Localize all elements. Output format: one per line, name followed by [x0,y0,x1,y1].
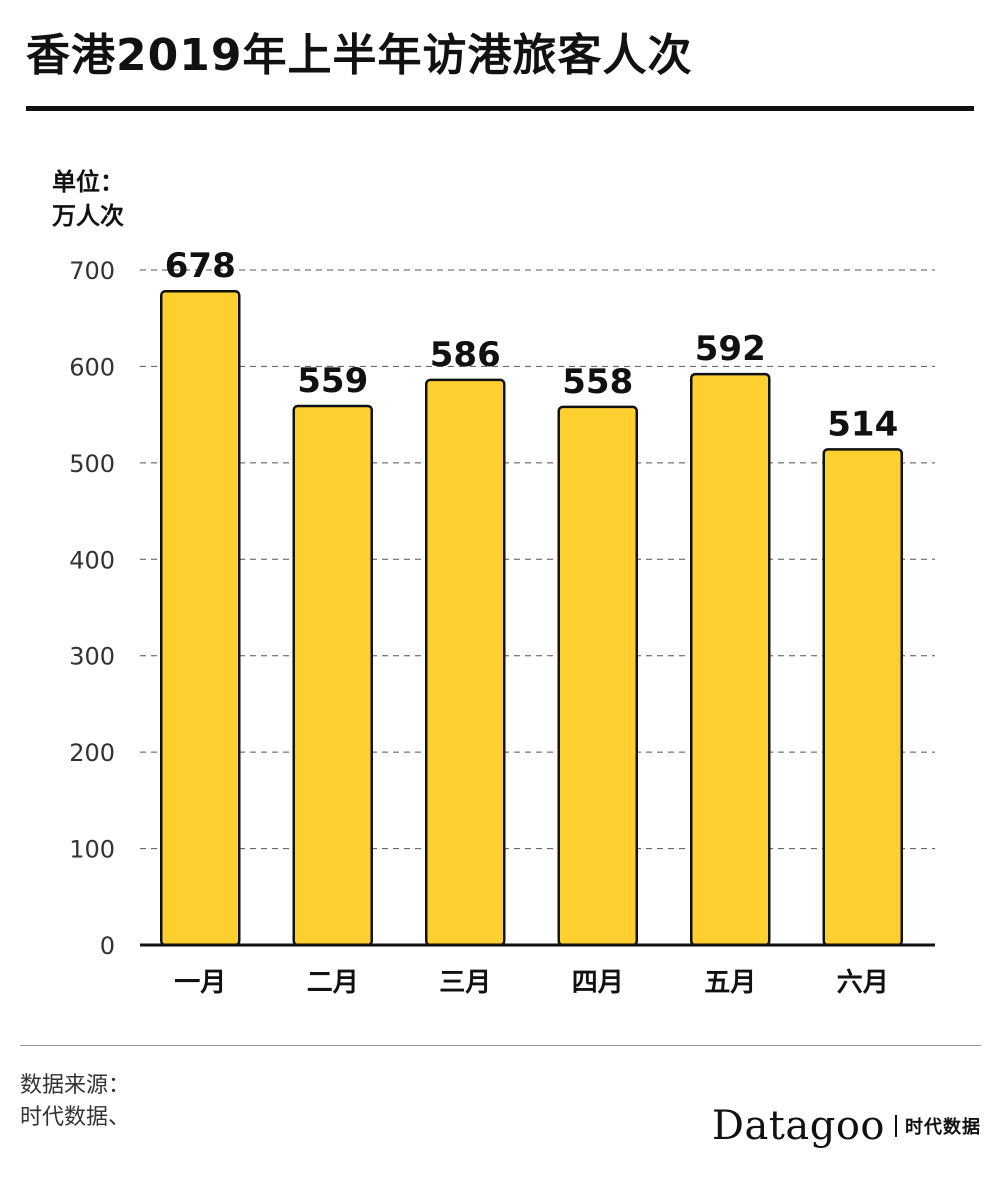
y-tick-label: 200 [69,739,115,767]
brand-name: Datagoo [711,1103,885,1149]
y-tick-label: 0 [100,932,115,960]
x-tick-label: 一月 [174,968,226,998]
chart-title: 香港2019年上半年访港旅客人次 [26,30,693,81]
bar-chart: 0 100 200 300 400 500 600 700 678 一月 559 二月 586 三月 558… [69,246,935,998]
title-underline [26,106,974,111]
x-tick-label: 四月 [572,968,624,998]
y-tick-label: 600 [69,353,115,381]
source-label: 数据来源： [20,1073,131,1098]
y-tick-label: 100 [69,836,115,864]
y-tick-label: 300 [69,643,115,671]
footer-divider [20,1045,981,1046]
bar [822,448,903,947]
data-label: 559 [297,361,368,401]
data-label: 678 [165,246,236,286]
x-tick-label: 三月 [439,968,491,998]
y-tick-label: 400 [69,546,115,574]
brand-chinese-name: 时代数据 [905,1117,981,1138]
bar [425,378,506,947]
x-tick-label: 五月 [704,968,756,998]
y-tick-label: 700 [69,257,115,285]
brand-logo: Datagoo 时代数据 [712,1103,981,1149]
data-label: 558 [562,362,633,402]
brand-separator [895,1115,897,1137]
y-tick-label: 500 [69,450,115,478]
bar [690,372,771,947]
data-label: 586 [430,335,501,375]
bar [160,289,241,947]
x-tick-label: 六月 [837,968,889,998]
data-label: 514 [827,404,898,444]
y-axis-unit-line2: 万人次 [52,202,124,230]
data-source: 数据来源： 时代数据、 [20,1070,130,1134]
bar [557,405,638,947]
y-axis-unit: 单位： 万人次 [52,165,124,233]
data-label: 592 [695,329,766,369]
bar [292,404,373,947]
source-value: 时代数据、 [20,1105,131,1130]
y-axis-unit-line1: 单位： [52,168,124,196]
x-tick-label: 二月 [307,968,359,998]
